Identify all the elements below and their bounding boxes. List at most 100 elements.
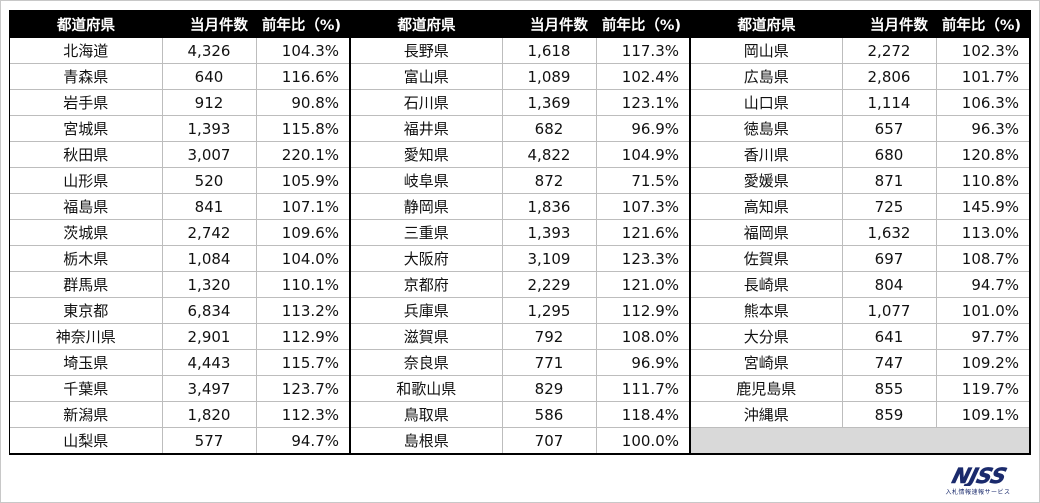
table-row: 愛知県 4,822 104.9% — [350, 141, 689, 168]
header-prefecture: 都道府県 — [350, 11, 502, 38]
prefecture-cell: 青森県 — [10, 63, 163, 90]
table-block-3: 都道府県 当月件数 前年比（%) 岡山県 2,272 102.3% 広島県 2,806 101.… — [689, 11, 1029, 453]
prefecture-cell: 鹿児島県 — [690, 375, 843, 402]
table-row: 北海道 4,326 104.3% — [10, 38, 349, 64]
count-cell: 804 — [842, 271, 937, 298]
table-row: 徳島県 657 96.3% — [690, 115, 1029, 142]
count-cell: 871 — [842, 167, 937, 194]
ratio-cell: 102.4% — [596, 63, 689, 90]
count-cell: 1,295 — [502, 297, 597, 324]
ratio-cell: 116.6% — [256, 63, 349, 90]
prefecture-cell: 山口県 — [690, 89, 843, 116]
table-row: 宮崎県 747 109.2% — [690, 349, 1029, 376]
header-prefecture: 都道府県 — [690, 11, 842, 38]
ratio-cell: 101.7% — [936, 63, 1029, 90]
prefecture-cell: 宮崎県 — [690, 349, 843, 376]
prefecture-cell: 奈良県 — [350, 349, 503, 376]
table-row: 熊本県 1,077 101.0% — [690, 297, 1029, 324]
table-row: 香川県 680 120.8% — [690, 141, 1029, 168]
ratio-cell: 90.8% — [256, 89, 349, 116]
ratio-cell: 112.3% — [256, 401, 349, 428]
table-row: 大分県 641 97.7% — [690, 323, 1029, 350]
ratio-cell: 115.8% — [256, 115, 349, 142]
count-cell: 3,497 — [162, 375, 257, 402]
table-row: 長崎県 804 94.7% — [690, 271, 1029, 298]
count-cell: 792 — [502, 323, 597, 350]
count-cell: 4,443 — [162, 349, 257, 376]
table-row: 宮城県 1,393 115.8% — [10, 115, 349, 142]
table-row: 山梨県 577 94.7% — [10, 427, 349, 453]
njss-logo-letters: NJSS — [949, 464, 1009, 486]
count-cell: 2,806 — [842, 63, 937, 90]
count-cell: 747 — [842, 349, 937, 376]
count-cell: 1,114 — [842, 89, 937, 116]
empty-cell — [690, 427, 1029, 453]
count-cell: 641 — [842, 323, 937, 350]
prefecture-cell: 石川県 — [350, 89, 503, 116]
count-cell: 697 — [842, 245, 937, 272]
count-cell: 586 — [502, 401, 597, 428]
header-yoy-ratio: 前年比（%) — [936, 11, 1029, 38]
prefecture-cell: 岩手県 — [10, 89, 163, 116]
prefecture-cell: 滋賀県 — [350, 323, 503, 350]
ratio-cell: 105.9% — [256, 167, 349, 194]
prefecture-cell: 千葉県 — [10, 375, 163, 402]
prefecture-table: 都道府県 当月件数 前年比（%) 北海道 4,326 104.3% 青森県 640 116.6%… — [9, 10, 1031, 455]
table-row: 埼玉県 4,443 115.7% — [10, 349, 349, 376]
table-row: 石川県 1,369 123.1% — [350, 89, 689, 116]
prefecture-cell: 愛媛県 — [690, 167, 843, 194]
count-cell: 707 — [502, 427, 597, 453]
table-row — [690, 427, 1029, 453]
ratio-cell: 117.3% — [596, 38, 689, 64]
ratio-cell: 100.0% — [621, 431, 679, 450]
prefecture-cell: 山梨県 — [10, 427, 163, 453]
prefecture-cell: 福井県 — [350, 115, 503, 142]
table-row: 広島県 2,806 101.7% — [690, 63, 1029, 90]
count-cell: 1,320 — [162, 271, 257, 298]
prefecture-cell: 東京都 — [10, 297, 163, 324]
prefecture-cell: 長崎県 — [690, 271, 843, 298]
count-cell: 2,742 — [162, 219, 257, 246]
ratio-cell: 110.1% — [256, 271, 349, 298]
table-row: 千葉県 3,497 123.7% — [10, 375, 349, 402]
table-row: 静岡県 1,836 107.3% — [350, 193, 689, 220]
ratio-cell: 113.0% — [936, 219, 1029, 246]
prefecture-cell: 徳島県 — [690, 115, 843, 142]
table-row: 兵庫県 1,295 112.9% — [350, 297, 689, 324]
count-cell: 1,393 — [162, 115, 257, 142]
ratio-cell: 107.1% — [256, 193, 349, 220]
count-cell: 859 — [842, 401, 937, 428]
count-cell: 1,836 — [502, 193, 597, 220]
ratio-cell: 97.7% — [936, 323, 1029, 350]
prefecture-cell: 長野県 — [350, 38, 503, 64]
count-cell: 872 — [502, 167, 597, 194]
table-row: 和歌山県 829 111.7% — [350, 375, 689, 402]
table-row: 東京都 6,834 113.2% — [10, 297, 349, 324]
prefecture-cell: 香川県 — [690, 141, 843, 168]
prefecture-cell: 島根県 — [350, 427, 503, 453]
prefecture-cell: 静岡県 — [350, 193, 503, 220]
ratio-cell: 123.7% — [256, 375, 349, 402]
table-row: 三重県 1,393 121.6% — [350, 219, 689, 246]
prefecture-cell: 鳥取県 — [350, 401, 503, 428]
ratio-cell: 109.6% — [256, 219, 349, 246]
prefecture-cell: 兵庫県 — [350, 297, 503, 324]
count-cell: 1,393 — [502, 219, 597, 246]
table-row: 佐賀県 697 108.7% — [690, 245, 1029, 272]
prefecture-cell: 富山県 — [350, 63, 503, 90]
count-cell: 771 — [502, 349, 597, 376]
ratio-cell: 111.7% — [596, 375, 689, 402]
count-cell: 1,084 — [162, 245, 257, 272]
ratio-cell: 121.6% — [596, 219, 689, 246]
table-row: 奈良県 771 96.9% — [350, 349, 689, 376]
ratio-cell: 106.3% — [936, 89, 1029, 116]
prefecture-cell: 宮城県 — [10, 115, 163, 142]
ratio-cell: 113.2% — [256, 297, 349, 324]
table-row: 神奈川県 2,901 112.9% — [10, 323, 349, 350]
ratio-cell: 123.3% — [596, 245, 689, 272]
count-cell: 577 — [162, 427, 257, 453]
ratio-cell: 96.9% — [596, 115, 689, 142]
count-cell: 1,077 — [842, 297, 937, 324]
table-row: 長野県 1,618 117.3% — [350, 38, 689, 64]
table-row: 福井県 682 96.9% — [350, 115, 689, 142]
